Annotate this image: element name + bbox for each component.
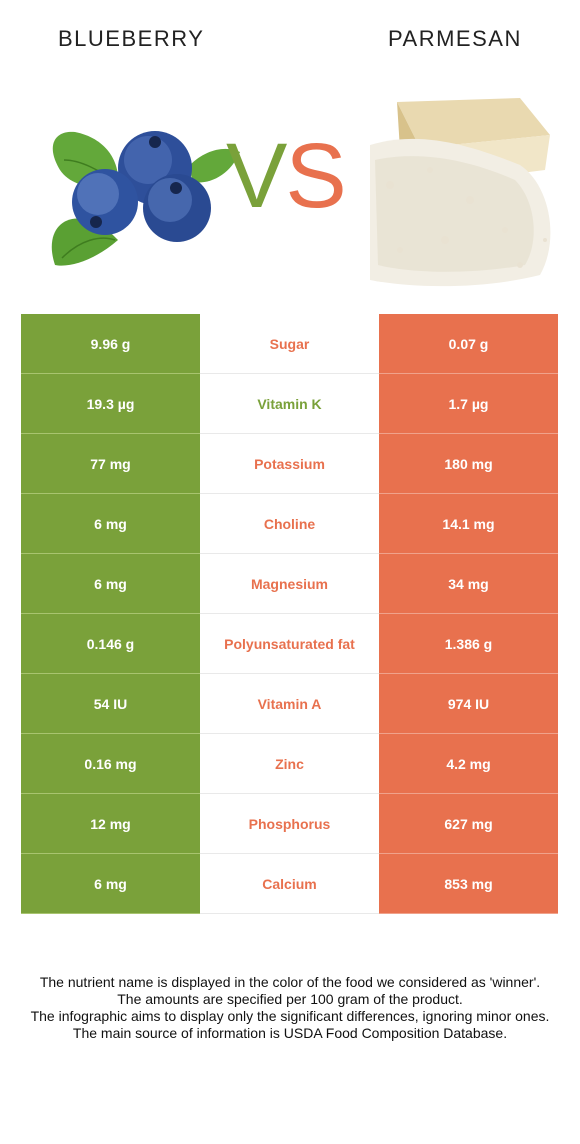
- table-row: 19.3 µg Vitamin K 1.7 µg: [21, 374, 558, 434]
- vs-label: VS: [226, 130, 347, 222]
- right-value: 180 mg: [379, 434, 558, 494]
- blueberry-image: [51, 131, 240, 266]
- left-value: 6 mg: [21, 494, 200, 554]
- right-value: 1.7 µg: [379, 374, 558, 434]
- table-row: 6 mg Choline 14.1 mg: [21, 494, 558, 554]
- table-row: 54 IU Vitamin A 974 IU: [21, 674, 558, 734]
- table-row: 6 mg Calcium 853 mg: [21, 854, 558, 914]
- table-row: 9.96 g Sugar 0.07 g: [21, 314, 558, 374]
- table-row: 6 mg Magnesium 34 mg: [21, 554, 558, 614]
- nutrient-name: Calcium: [200, 854, 379, 914]
- nutrient-name: Potassium: [200, 434, 379, 494]
- footer-line: The infographic aims to display only the…: [30, 1008, 550, 1024]
- left-value: 6 mg: [21, 854, 200, 914]
- right-value: 1.386 g: [379, 614, 558, 674]
- right-value: 0.07 g: [379, 314, 558, 374]
- right-value: 4.2 mg: [379, 734, 558, 794]
- right-value: 974 IU: [379, 674, 558, 734]
- footer-line: The amounts are specified per 100 gram o…: [117, 991, 463, 1007]
- left-value: 0.16 mg: [21, 734, 200, 794]
- right-value: 853 mg: [379, 854, 558, 914]
- table-row: 77 mg Potassium 180 mg: [21, 434, 558, 494]
- footer-line: The nutrient name is displayed in the co…: [39, 974, 541, 990]
- nutrient-name: Zinc: [200, 734, 379, 794]
- left-value: 12 mg: [21, 794, 200, 854]
- table-row: 12 mg Phosphorus 627 mg: [21, 794, 558, 854]
- right-value: 14.1 mg: [379, 494, 558, 554]
- left-value: 77 mg: [21, 434, 200, 494]
- left-value: 6 mg: [21, 554, 200, 614]
- vs-letter-s: S: [285, 125, 346, 227]
- right-value: 627 mg: [379, 794, 558, 854]
- nutrient-name: Vitamin A: [200, 674, 379, 734]
- vs-letter-v: V: [226, 125, 287, 227]
- comparison-table: 9.96 g Sugar 0.07 g 19.3 µg Vitamin K 1.…: [21, 314, 558, 914]
- right-value: 34 mg: [379, 554, 558, 614]
- left-value: 54 IU: [21, 674, 200, 734]
- nutrient-name: Vitamin K: [200, 374, 379, 434]
- table-row: 0.146 g Polyunsaturated fat 1.386 g: [21, 614, 558, 674]
- footer-line: The main source of information is USDA F…: [72, 1025, 508, 1041]
- food-images: [51, 98, 551, 287]
- right-food-title: PARMESAN: [388, 26, 522, 51]
- footer-notes: The nutrient name is displayed in the co…: [14, 974, 566, 1042]
- left-value: 19.3 µg: [21, 374, 200, 434]
- nutrient-name: Magnesium: [200, 554, 379, 614]
- nutrient-name: Phosphorus: [200, 794, 379, 854]
- nutrient-name: Polyunsaturated fat: [200, 614, 379, 674]
- table-row: 0.16 mg Zinc 4.2 mg: [21, 734, 558, 794]
- nutrient-name: Choline: [200, 494, 379, 554]
- left-value: 9.96 g: [21, 314, 200, 374]
- left-food-title: BLUEBERRY: [58, 26, 205, 51]
- nutrient-name: Sugar: [200, 314, 379, 374]
- parmesan-image: [370, 98, 551, 287]
- left-value: 0.146 g: [21, 614, 200, 674]
